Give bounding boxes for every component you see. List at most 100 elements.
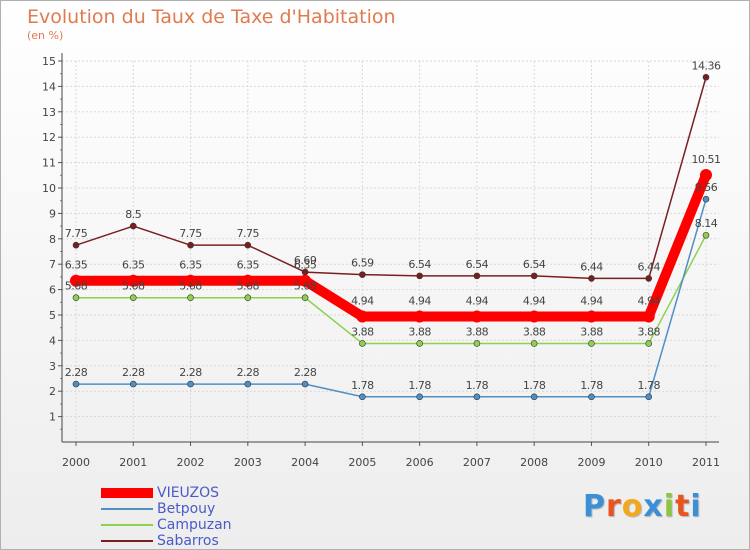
logo-letter: t [675, 489, 691, 524]
data-point-campuzan [301, 294, 309, 302]
data-label-vieuzos: 6.35 [65, 259, 88, 272]
data-label-sabarros: 6.54 [408, 258, 431, 271]
y-tick-label: 2 [49, 385, 56, 398]
data-label-vieuzos: 4.94 [408, 295, 431, 308]
series-line-vieuzos [71, 170, 711, 322]
x-tick-label: 2007 [463, 456, 491, 469]
data-label-vieuzos: 10.51 [692, 153, 721, 166]
legend-label-campuzan: Campuzan [157, 517, 232, 533]
legend-swatch-vieuzos [101, 488, 153, 498]
data-point-campuzan [72, 294, 80, 302]
data-point-sabarros [244, 241, 252, 249]
data-point-betpouy [473, 393, 481, 401]
data-label-sabarros: 6.44 [637, 260, 660, 273]
data-label-campuzan: 3.88 [523, 325, 546, 338]
data-label-sabarros: 8.5 [125, 208, 141, 221]
legend-item-campuzan: Campuzan [101, 517, 301, 533]
x-tick-label: 2009 [577, 456, 605, 469]
data-label-campuzan: 3.88 [408, 325, 431, 338]
data-point-sabarros [416, 272, 423, 280]
data-labels: 7.75 8.5 7.75 7.75 6.69 6.59 6.54 6.54 6.54 6.44 6… [65, 59, 722, 392]
x-tick-label: 2008 [520, 456, 548, 469]
legend-label-betpouy: Betpouy [157, 501, 216, 517]
data-label-vieuzos: 4.94 [466, 295, 489, 308]
data-label-campuzan: 5.68 [65, 280, 88, 293]
data-point-sabarros [473, 272, 481, 280]
data-label-campuzan: 8.14 [695, 217, 718, 230]
x-tick-label: 2003 [234, 456, 262, 469]
legend-swatch-betpouy [101, 508, 153, 510]
data-label-betpouy: 2.28 [65, 366, 88, 379]
data-label-campuzan: 3.88 [466, 325, 489, 338]
data-point-vieuzos [700, 169, 712, 182]
data-point-vieuzos [241, 274, 254, 287]
y-tick-label: 15 [42, 55, 56, 68]
legend-label-sabarros: Sabarros [157, 533, 219, 549]
data-label-sabarros: 6.54 [466, 258, 489, 271]
data-point-campuzan [244, 294, 252, 302]
data-label-betpouy: 1.78 [637, 379, 660, 392]
y-tick-label: 6 [49, 284, 56, 297]
data-point-vieuzos [528, 310, 541, 323]
data-point-vieuzos [70, 274, 82, 287]
data-label-sabarros: 6.44 [580, 260, 603, 273]
x-tick-label: 2000 [62, 456, 90, 469]
data-point-betpouy [187, 380, 194, 388]
data-label-sabarros: 7.75 [179, 227, 202, 240]
data-point-betpouy [129, 380, 137, 388]
data-point-sabarros [645, 275, 653, 282]
series-line-betpouy [75, 198, 707, 398]
y-tick-label: 7 [49, 258, 56, 271]
chart-title: Evolution du Taux de Taxe d'Habitation [27, 6, 396, 28]
data-label-vieuzos: 4.94 [523, 295, 546, 308]
y-tick-label: 8 [49, 233, 56, 246]
x-tick-label: 2010 [635, 456, 663, 469]
data-point-campuzan [702, 231, 710, 239]
data-point-betpouy [72, 380, 80, 388]
series-line-sabarros [75, 76, 707, 280]
data-label-campuzan: 5.68 [179, 280, 202, 293]
data-point-campuzan [129, 294, 137, 302]
data-point-campuzan [645, 340, 653, 347]
data-label-betpouy: 2.28 [237, 366, 260, 379]
proxiti-logo: Proxiti [583, 489, 702, 524]
data-label-vieuzos: 6.35 [179, 259, 202, 272]
series-line-campuzan [75, 234, 707, 345]
legend-item-betpouy: Betpouy [101, 501, 301, 517]
series-layer [70, 73, 712, 401]
data-point-sabarros [530, 272, 538, 280]
y-tick-label: 10 [42, 182, 56, 195]
data-label-betpouy: 9.56 [695, 181, 718, 194]
data-point-betpouy [645, 393, 653, 401]
data-point-sabarros [588, 275, 595, 282]
logo-letter: r [606, 489, 622, 524]
y-axis-unit: (en %) [27, 29, 64, 42]
data-label-vieuzos: 6.35 [237, 259, 260, 272]
y-tick-label: 12 [42, 131, 56, 144]
legend-item-sabarros: Sabarros [101, 533, 301, 549]
data-point-sabarros [702, 73, 710, 81]
data-label-campuzan: 5.68 [237, 280, 260, 293]
data-label-betpouy: 1.78 [408, 379, 431, 392]
data-label-sabarros: 6.69 [294, 254, 317, 267]
y-tick-label: 4 [49, 334, 56, 347]
legend-item-vieuzos: VIEUZOS [101, 485, 301, 501]
y-tick-label: 5 [49, 309, 56, 322]
data-point-betpouy [244, 380, 252, 388]
data-point-campuzan [187, 294, 194, 302]
x-tick-label: 2001 [119, 456, 147, 469]
data-point-campuzan [473, 340, 481, 347]
data-point-vieuzos [127, 274, 140, 287]
legend: VIEUZOS Betpouy Campuzan Sabarros [101, 485, 301, 549]
data-label-vieuzos: 6.35 [294, 259, 317, 272]
y-tick-label: 11 [42, 157, 56, 170]
logo-letter: i [663, 489, 676, 524]
data-label-betpouy: 2.28 [122, 366, 145, 379]
data-label-betpouy: 2.28 [179, 366, 202, 379]
data-point-campuzan [530, 340, 538, 347]
x-tick-label: 2002 [177, 456, 205, 469]
data-point-betpouy [588, 393, 595, 401]
